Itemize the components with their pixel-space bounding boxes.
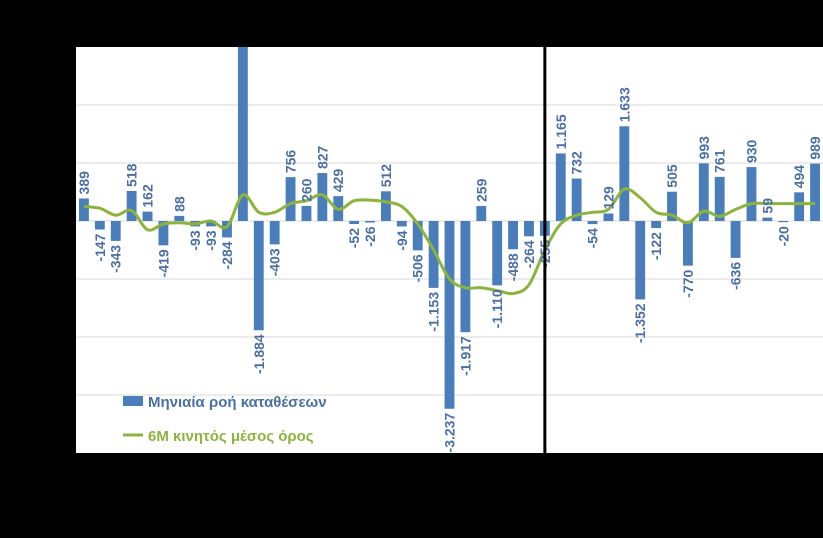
- bar: [667, 191, 677, 221]
- bar: [460, 221, 471, 333]
- bar: [237, 47, 248, 221]
- bar: [396, 221, 407, 227]
- bar-value-label: -52: [346, 228, 362, 248]
- bar-value-label: 59: [759, 198, 775, 214]
- bar: [444, 221, 455, 409]
- bar-value-label: -20: [775, 226, 791, 246]
- bar: [524, 221, 534, 237]
- line-series: [83, 187, 816, 296]
- bar: [269, 221, 280, 245]
- bar: [301, 205, 312, 221]
- bar-value-label: 993: [696, 136, 712, 160]
- bar-value-label: 732: [569, 151, 585, 175]
- legend-bar-swatch: [123, 396, 143, 406]
- bar: [110, 221, 121, 241]
- bar: [412, 221, 423, 251]
- bar: [603, 213, 614, 221]
- bar-value-label: -1.352: [632, 303, 648, 343]
- bar-value-label: -419: [155, 249, 171, 277]
- bar: [555, 153, 566, 221]
- bar: [158, 221, 169, 246]
- bar: [778, 221, 789, 223]
- bar-value-label: -488: [505, 253, 521, 281]
- bar-value-label: 1.633: [616, 87, 632, 122]
- bar: [682, 221, 693, 266]
- bar: [476, 205, 487, 221]
- bar-value-label: 88: [171, 196, 187, 212]
- bar: [508, 221, 519, 250]
- bar: [79, 198, 89, 221]
- bar: [651, 221, 662, 229]
- bar: [428, 221, 439, 288]
- bar-value-label: 989: [807, 136, 823, 160]
- bar-value-label: 429: [330, 169, 346, 193]
- bar: [794, 192, 805, 221]
- bar-value-label: -343: [108, 245, 124, 273]
- bar-value-label: -284: [219, 241, 235, 269]
- bar-value-label: 389: [76, 171, 92, 195]
- bar: [635, 221, 646, 300]
- bar-value-label: 827: [314, 145, 330, 169]
- bar-value-label: -1.917: [457, 336, 473, 376]
- bar-value-label: -403: [267, 248, 283, 276]
- bar: [714, 176, 725, 221]
- bar-value-label: -54: [585, 228, 601, 248]
- bar-value-label: -636: [728, 262, 744, 290]
- bar-value-label: 260: [298, 178, 314, 202]
- bar: [222, 221, 232, 238]
- bar-value-label: -506: [410, 254, 426, 282]
- bar-value-label: 930: [743, 139, 759, 163]
- legend-line-label: 6M κινητός μέσος όρος: [148, 428, 314, 445]
- bar-value-label: -1.110: [489, 289, 505, 328]
- bar: [810, 163, 820, 221]
- bar: [365, 221, 375, 223]
- bar-value-label: 162: [140, 184, 156, 208]
- bar-value-label: -1.884: [251, 334, 267, 374]
- bar: [94, 221, 105, 230]
- bar: [174, 215, 185, 221]
- bar: [619, 126, 630, 221]
- bar: [126, 190, 137, 221]
- bar: [746, 167, 757, 221]
- bar: [142, 211, 153, 221]
- bar-value-label: -26: [362, 226, 378, 246]
- bar-value-label: 756: [283, 150, 299, 174]
- bar: [253, 221, 264, 331]
- bar: [492, 221, 503, 286]
- bar-value-label: -1.153: [426, 292, 442, 332]
- bar-value-label: 518: [124, 163, 140, 187]
- bar-value-label: -93: [187, 230, 203, 250]
- bar-value-label: -122: [648, 232, 664, 260]
- bar-value-label: 1.165: [553, 114, 569, 149]
- bar-value-label: 259: [473, 178, 489, 202]
- bar: [587, 221, 598, 225]
- bar: [285, 177, 296, 221]
- bar-value-label: -94: [394, 230, 410, 250]
- legend: Μηνιαία ροή καταθέσεων 6M κινητός μέσος …: [123, 394, 327, 445]
- bar: [730, 221, 741, 258]
- bar-value-label: -93: [203, 230, 219, 250]
- bar-value-label: 512: [378, 164, 394, 188]
- bar-value-label: 761: [712, 149, 728, 173]
- bar: [317, 173, 328, 221]
- bar: [698, 163, 709, 221]
- bar-series: [79, 47, 820, 409]
- bar: [349, 221, 360, 225]
- legend-bar-label: Μηνιαία ροή καταθέσεων: [148, 394, 327, 411]
- moving-average-line: [83, 187, 816, 296]
- bar-value-label: -770: [680, 269, 696, 297]
- bar-value-label: -264: [521, 240, 537, 268]
- bar-value-label: -147: [92, 233, 108, 261]
- bar: [762, 217, 773, 221]
- bar: [571, 178, 582, 221]
- bar-value-label: 505: [664, 164, 680, 188]
- bar-value-label: 494: [791, 165, 807, 189]
- bar-value-label: 129: [600, 186, 616, 210]
- bar: [206, 221, 217, 227]
- bar: [380, 191, 391, 221]
- bar-value-label: -3.237: [442, 413, 458, 453]
